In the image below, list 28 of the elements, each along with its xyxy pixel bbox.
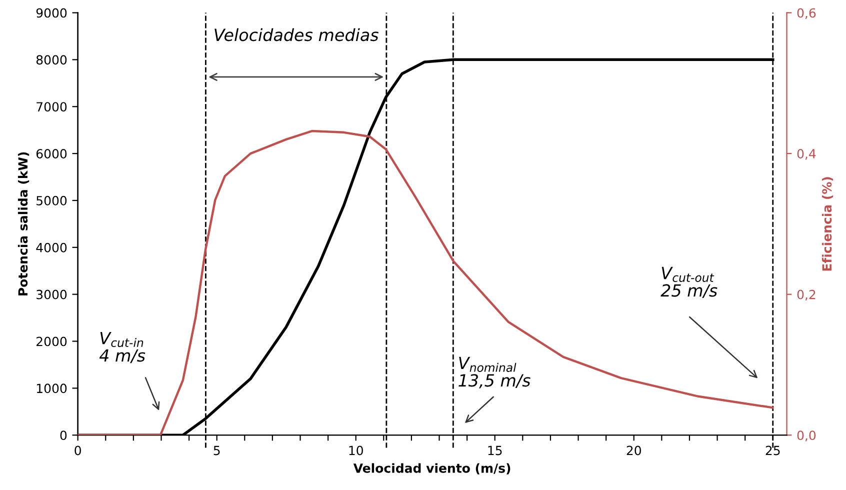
y-tick-label: 9000: [36, 8, 67, 18]
y2-tick-label: 0,0: [797, 430, 816, 442]
x-tick-label: 25: [766, 446, 780, 456]
y2-tick-label: 0,4: [797, 149, 816, 160]
y-tick-label: 8000: [36, 55, 67, 65]
y-tick-label: 0: [60, 430, 67, 440]
annotation: V$_{nominal}$ 13,5 m/s: [458, 356, 530, 388]
annotation: V$_{cut‐out}$ 25 m/s: [660, 266, 718, 298]
y-tick-label: 3000: [36, 290, 67, 300]
y-tick-label: 6000: [36, 149, 67, 158]
x-axis-title: Velocidad viento (m/s): [353, 463, 510, 474]
annotation: Velocidades medias: [214, 28, 378, 42]
x-tick-label: 15: [488, 446, 502, 456]
y-tick-label: 7000: [36, 102, 67, 112]
x-tick-label: 5: [214, 446, 220, 456]
line-series: [78, 130, 774, 436]
y-tick-label: 1000: [36, 384, 67, 394]
x-tick-label: 10: [349, 446, 363, 456]
annotation: V$_{cut‐in}$ 4 m/s: [99, 332, 146, 364]
y2-tick-label: 0,2: [797, 290, 816, 301]
y-tick-label: 4000: [36, 242, 67, 252]
y2-axis-title: Eficiencia (%): [822, 177, 834, 271]
y2-tick-label: 0,6: [797, 8, 816, 19]
x-tick-label: 20: [626, 446, 641, 456]
y-tick-label: 5000: [36, 196, 67, 206]
y-axis-title: Potencia salida (kW): [18, 152, 30, 296]
y-tick-label: 2000: [36, 336, 67, 346]
x-tick-label: 0: [74, 446, 81, 456]
